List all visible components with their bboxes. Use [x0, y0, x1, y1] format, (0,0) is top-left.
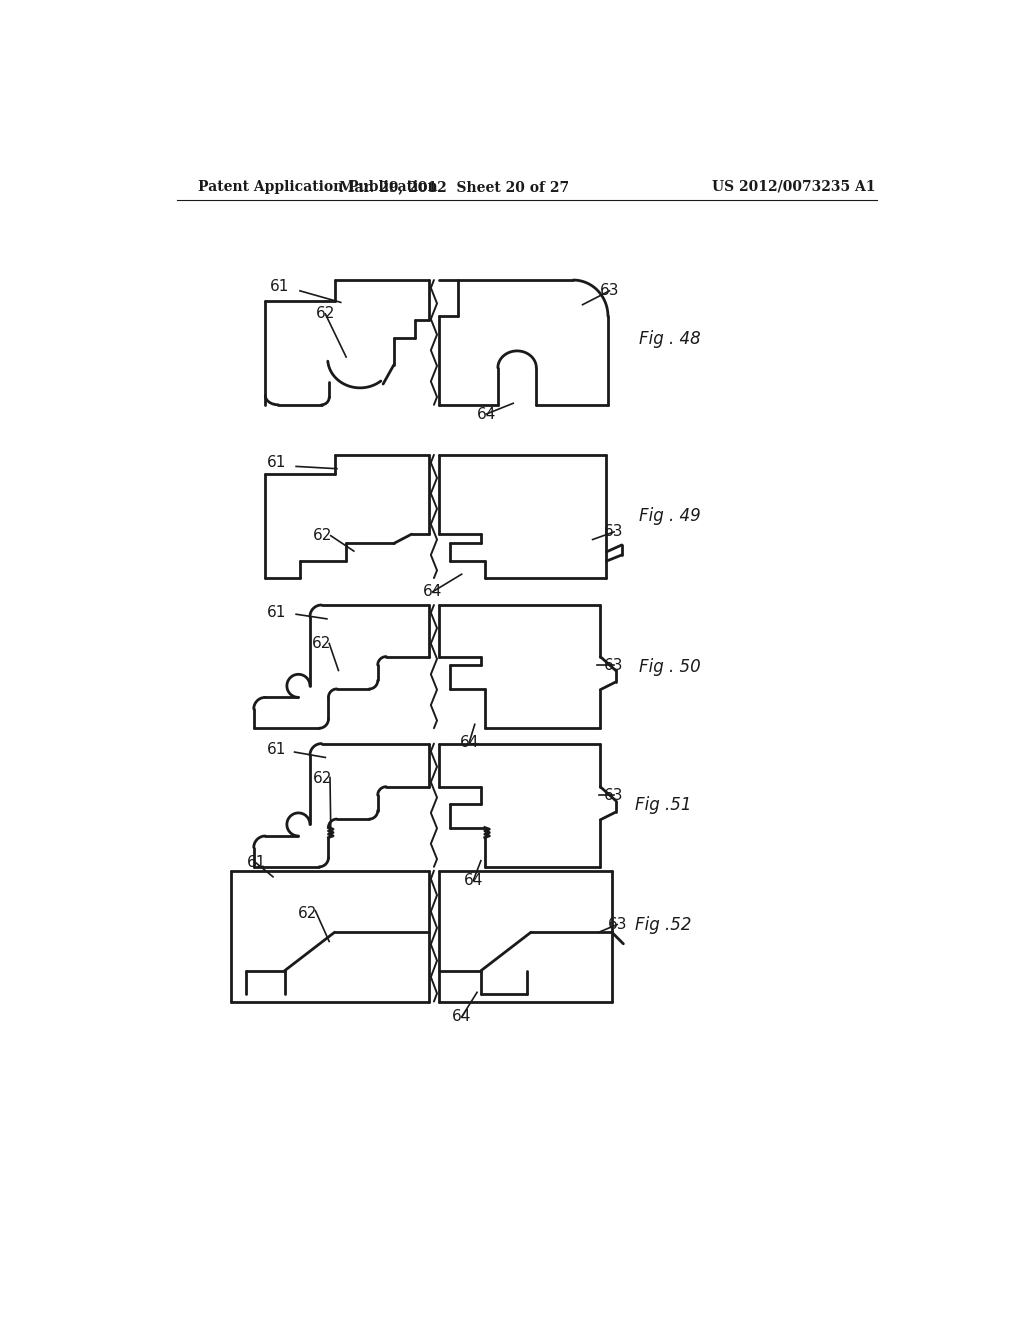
Text: 61: 61 [267, 742, 287, 758]
Text: Fig . 49: Fig . 49 [639, 507, 700, 525]
Text: 63: 63 [604, 524, 624, 540]
Text: Fig . 50: Fig . 50 [639, 657, 700, 676]
Text: 61: 61 [267, 455, 287, 470]
Text: 62: 62 [315, 306, 335, 322]
Text: 64: 64 [423, 585, 442, 599]
Text: 63: 63 [604, 788, 624, 803]
Text: 62: 62 [312, 636, 331, 651]
Text: 61: 61 [247, 855, 266, 870]
Text: 62: 62 [298, 906, 317, 920]
Text: Fig .51: Fig .51 [635, 796, 691, 814]
Text: 64: 64 [464, 873, 483, 888]
Text: 64: 64 [460, 734, 479, 750]
Text: 61: 61 [267, 605, 287, 620]
Text: Patent Application Publication: Patent Application Publication [199, 180, 438, 194]
Text: 64: 64 [452, 1010, 471, 1024]
Text: Fig .52: Fig .52 [635, 916, 691, 933]
Text: 63: 63 [607, 917, 627, 932]
Text: US 2012/0073235 A1: US 2012/0073235 A1 [712, 180, 876, 194]
Text: 63: 63 [604, 657, 624, 673]
Text: 64: 64 [476, 407, 496, 421]
Text: 62: 62 [313, 528, 333, 544]
Text: Fig . 48: Fig . 48 [639, 330, 700, 348]
Text: 61: 61 [269, 280, 289, 294]
Text: 62: 62 [313, 771, 333, 785]
Text: Mar. 29, 2012  Sheet 20 of 27: Mar. 29, 2012 Sheet 20 of 27 [339, 180, 569, 194]
Text: 63: 63 [600, 284, 620, 298]
